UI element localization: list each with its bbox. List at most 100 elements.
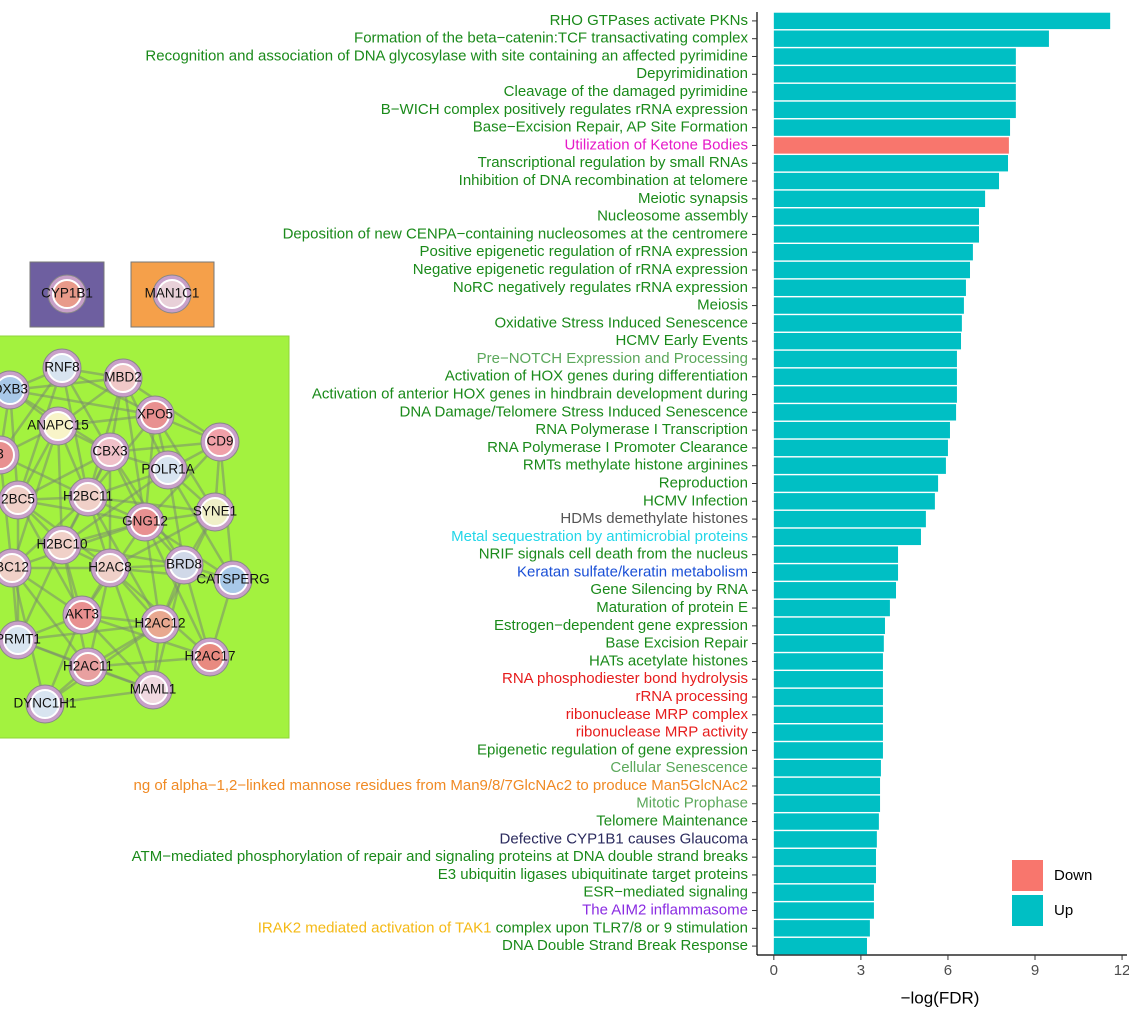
y-tick-label: ribonuclease MRP complex <box>566 706 749 723</box>
node <box>153 455 183 485</box>
y-tick-label: ESR−mediated signaling <box>583 884 748 901</box>
bar <box>773 421 950 439</box>
x-tick-label: 6 <box>944 962 952 979</box>
node-label: H2BC11 <box>63 489 113 504</box>
y-tick-label: E3 ubiquitin ligases ubiquitinate target… <box>438 866 748 883</box>
edge <box>108 567 155 691</box>
y-tick-label: Inhibition of DNA recombination at telom… <box>459 172 748 189</box>
bar <box>773 937 867 955</box>
y-tick-label: HCMV Infection <box>643 492 748 509</box>
y-tick-label: DNA Damage/Telomere Stress Induced Senes… <box>399 403 748 420</box>
label-part: complex upon TLR7/8 or 9 stimulation <box>491 919 748 936</box>
x-tick-label: 12 <box>1114 962 1129 979</box>
node-label: SYNE1 <box>193 504 237 519</box>
y-tick-label: Telomere Maintenance <box>596 813 748 830</box>
bar <box>773 688 883 706</box>
y-tick-label: IRAK2 mediated activation of TAK1 comple… <box>258 919 748 936</box>
node-label: BC12 <box>0 560 29 575</box>
node <box>73 652 103 682</box>
node <box>43 411 73 441</box>
y-tick-label: Activation of HOX genes during different… <box>445 368 748 385</box>
y-tick-label: NoRC negatively regulates rRNA expressio… <box>453 279 748 296</box>
y-tick-label: Pre−NOTCH Expression and Processing <box>477 350 748 367</box>
node-label: XPO5 <box>137 407 173 422</box>
bar <box>773 902 874 919</box>
y-tick-label: rRNA processing <box>635 688 748 705</box>
node <box>47 353 77 383</box>
bar <box>773 564 899 581</box>
node-label: OXB3 <box>0 382 28 397</box>
bar <box>773 350 957 368</box>
bar <box>773 759 881 777</box>
bar <box>773 510 926 528</box>
node <box>0 553 27 583</box>
y-tick-label: RNA phosphodiester bond hydrolysis <box>502 670 748 687</box>
y-tick-label: Activation of anterior HOX genes in hind… <box>312 386 748 403</box>
bar <box>773 724 883 741</box>
y-tick-label: DNA Double Strand Break Response <box>502 937 748 954</box>
node-label: BRD8 <box>166 557 202 572</box>
y-tick-label: Defective CYP1B1 causes Glaucoma <box>500 830 749 847</box>
y-tick-label: Reproduction <box>659 474 748 491</box>
node-label: H2AC11 <box>63 659 113 674</box>
bar <box>773 48 1016 65</box>
y-tick-label: ATM−mediated phosphorylation of repair a… <box>132 848 748 865</box>
y-tick-label: Cellular Senescence <box>610 759 748 776</box>
node-label: H2BC10 <box>36 537 87 552</box>
bar <box>773 404 957 421</box>
node <box>30 689 60 719</box>
y-tick-label: ribonuclease MRP activity <box>576 724 749 741</box>
x-axis-label: −log(FDR) <box>901 988 980 1007</box>
node-label: H2AC8 <box>88 560 132 575</box>
y-tick-label: Gene Silencing by RNA <box>590 581 748 598</box>
bar <box>773 66 1016 83</box>
y-tick-label: HCMV Early Events <box>615 332 748 349</box>
node-label: H2AC12 <box>134 616 185 631</box>
y-tick-label: Utilization of Ketone Bodies <box>565 136 748 153</box>
node <box>73 482 103 512</box>
x-tick-label: 3 <box>857 962 865 979</box>
bar <box>773 279 966 296</box>
chart: −log(FDR) 0 3 6 9 12 RHO GTPases activate PKN… <box>132 12 1129 1008</box>
bar <box>773 848 876 866</box>
bar <box>773 671 883 688</box>
node <box>95 553 125 583</box>
y-tick-label: Negative epigenetic regulation of rRNA e… <box>413 261 748 278</box>
bar <box>773 386 957 403</box>
node-label: H2AC17 <box>184 649 235 664</box>
bar <box>773 30 1049 47</box>
y-tick-label: ng of alpha−1,2−linked mannose residues … <box>133 777 748 794</box>
node <box>205 427 235 457</box>
x-tick-label: 0 <box>770 962 778 979</box>
node <box>200 497 230 527</box>
node <box>95 437 125 467</box>
bar <box>773 493 935 510</box>
y-tick-label: Base−Excision Repair, AP Site Formation <box>473 119 748 136</box>
bar <box>773 582 897 599</box>
bar <box>773 101 1016 119</box>
node <box>195 642 225 672</box>
y-tick-label: Metal sequestration by antimicrobial pro… <box>451 528 748 545</box>
node-label: RNF8 <box>44 360 79 375</box>
bar <box>773 866 876 884</box>
bar <box>773 297 964 314</box>
node-label: CBX3 <box>92 444 127 459</box>
bar <box>773 546 899 563</box>
y-tick-label: RNA Polymerase I Transcription <box>535 421 748 438</box>
y-tick-label: Base Excision Repair <box>605 635 748 652</box>
node-label: AKT3 <box>65 607 99 622</box>
y-tick-label: B−WICH complex positively regulates rRNA… <box>381 101 748 118</box>
bar <box>773 83 1016 101</box>
edge <box>87 655 211 669</box>
bar <box>773 528 921 546</box>
bar <box>773 172 1000 190</box>
bar <box>773 244 973 261</box>
node-label: POLR1A <box>141 462 194 477</box>
node-label: CD9 <box>206 434 233 449</box>
y-tick-label: Estrogen−dependent gene expression <box>494 617 748 634</box>
node <box>0 375 25 405</box>
bar <box>773 742 883 759</box>
y-tick-label: Maturation of protein E <box>596 599 748 616</box>
y-tick-label: Mitotic Prophase <box>636 795 748 812</box>
